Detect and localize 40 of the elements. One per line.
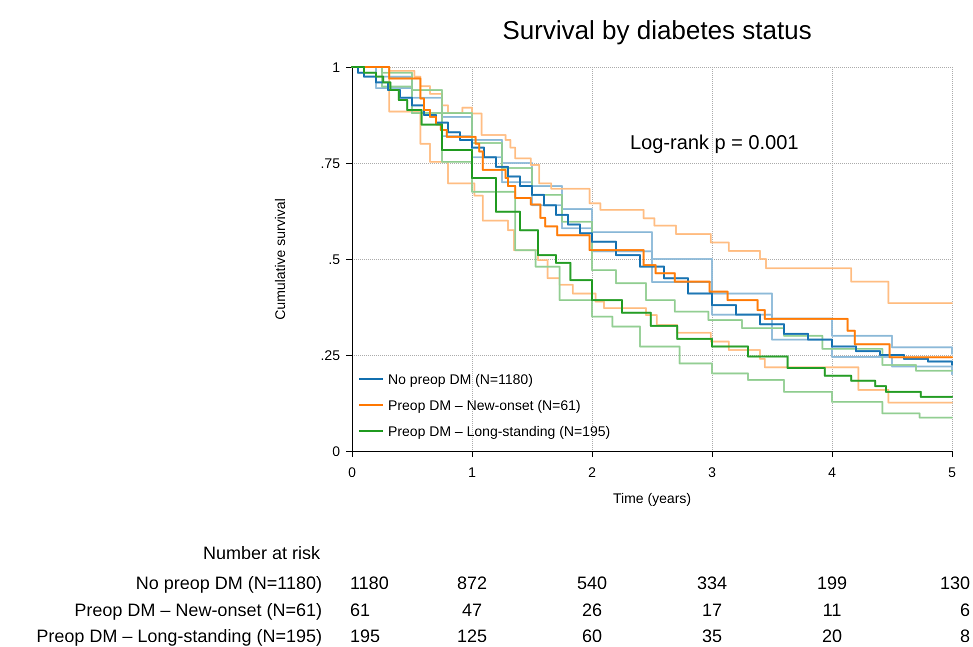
y-axis-title: Cumulative survival: [272, 198, 288, 320]
text: 540: [576, 573, 608, 593]
y-tick-label: 0: [332, 443, 340, 459]
x-tick-label: 2: [588, 464, 596, 480]
text: 17: [702, 600, 722, 620]
legend-label: No preop DM (N=1180): [388, 371, 533, 387]
text: 47: [462, 600, 482, 620]
text: 26: [582, 600, 602, 620]
y-tick-label: 1: [332, 59, 340, 75]
x-axis-title: Time (years): [612, 490, 692, 506]
x-tick-label: 0: [348, 464, 356, 480]
text: 11: [822, 600, 842, 620]
text: No preop DM (N=1180): [136, 573, 322, 593]
y-tick-label: .25: [320, 347, 340, 363]
x-tick-label: 5: [948, 464, 956, 480]
text: Preop DM – New-onset (N=61): [74, 600, 322, 620]
text: 8: [960, 626, 970, 646]
text: Preop DM – Long-standing (N=195): [36, 626, 322, 646]
x-tick-label: 4: [828, 464, 836, 480]
text: 60: [582, 626, 602, 646]
legend-label: Preop DM – Long-standing (N=195): [388, 423, 610, 439]
text: Number at risk: [202, 543, 321, 563]
text: 334: [696, 573, 728, 593]
text: 872: [456, 573, 488, 593]
text: 130: [940, 573, 970, 593]
chart-title: Survival by diabetes status: [502, 15, 812, 45]
y-tick-label: .5: [328, 251, 340, 267]
y-tick-label: .75: [320, 155, 340, 171]
text: 6: [960, 600, 970, 620]
text: 20: [822, 626, 842, 646]
text: 61: [350, 600, 370, 620]
legend-label: Preop DM – New-onset (N=61): [388, 397, 581, 413]
text: 125: [456, 626, 488, 646]
annotation: Log-rank p = 0.001: [630, 132, 798, 154]
text: 35: [702, 626, 722, 646]
text: 199: [816, 573, 848, 593]
x-tick-label: 1: [468, 464, 476, 480]
text: 195: [350, 626, 380, 646]
x-tick-label: 3: [708, 464, 716, 480]
text: 1180: [350, 573, 389, 593]
